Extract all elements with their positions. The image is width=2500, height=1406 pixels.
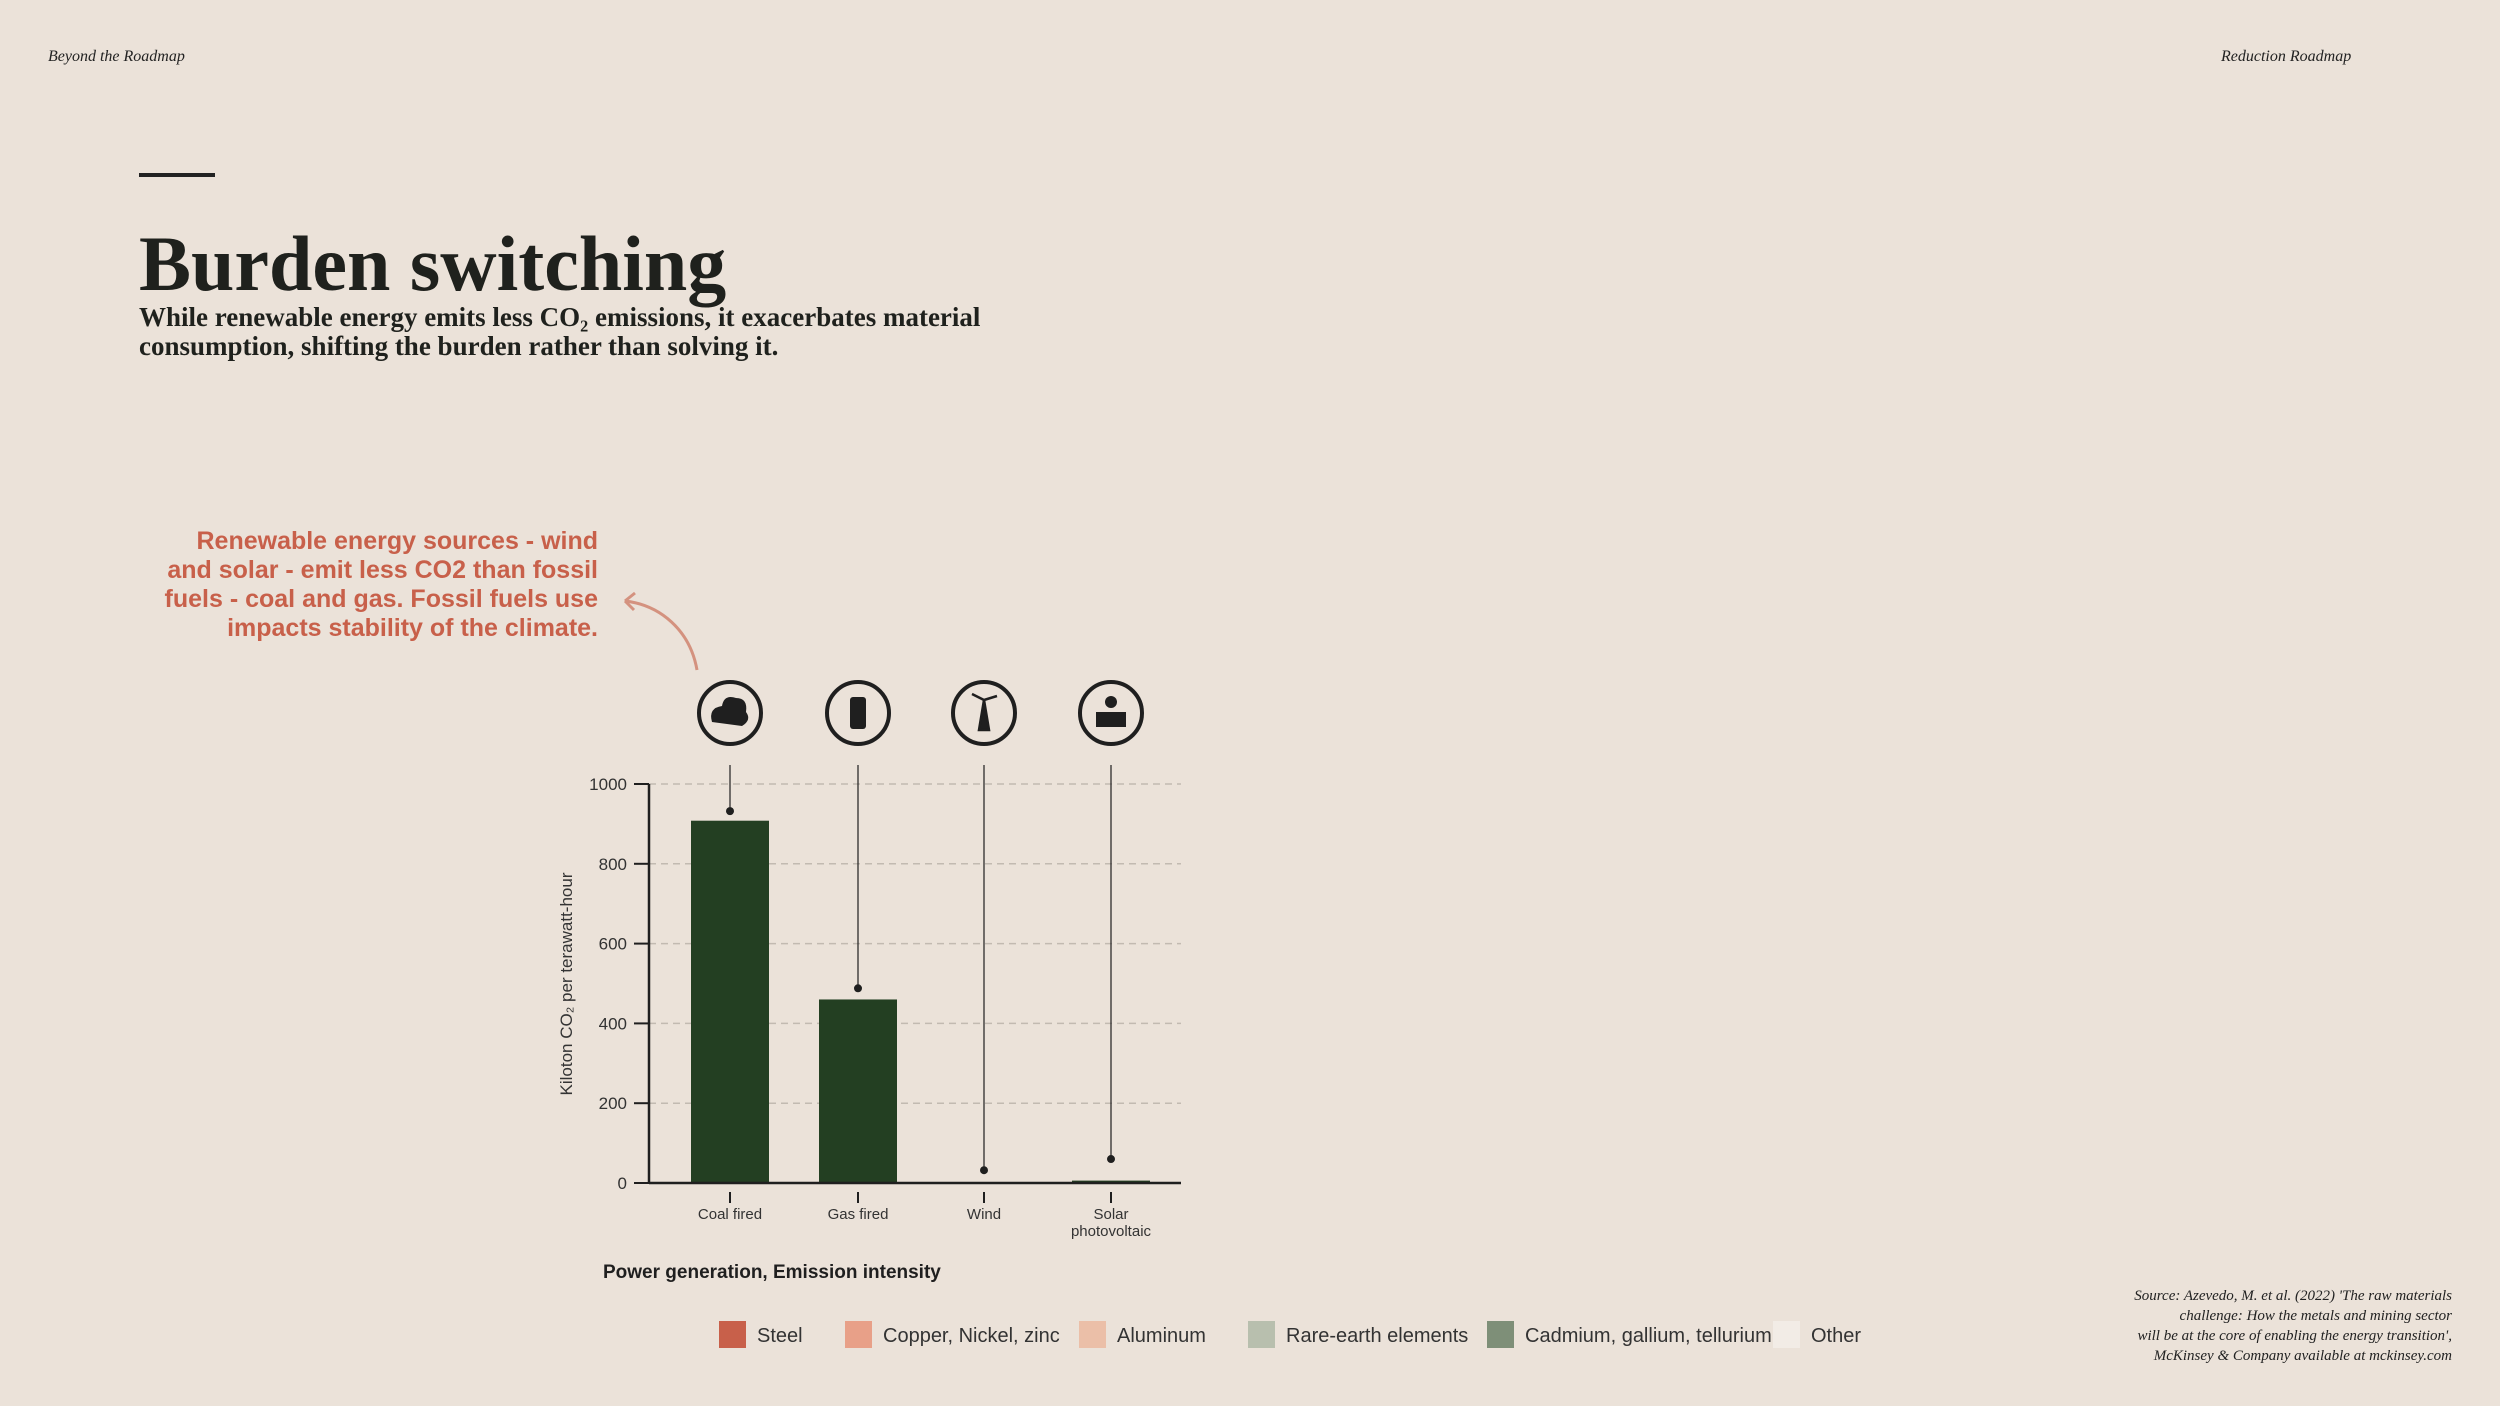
- legend-swatch: [1487, 1321, 1514, 1348]
- icon-solar: [1078, 680, 1144, 746]
- icon-wind: [951, 680, 1017, 746]
- subtitle: While renewable energy emits less CO₂ em…: [139, 302, 981, 332]
- y-tick-label: 400: [599, 1014, 627, 1033]
- dot: [980, 1166, 988, 1175]
- annotation-arrow: [623, 591, 699, 671]
- dot: [1107, 1155, 1115, 1164]
- y-tick-label: 800: [599, 855, 627, 874]
- chart-title: Power generation, Emission intensity: [603, 1262, 941, 1283]
- y-axis-label: Kiloton CO₂ per terawatt-hour: [557, 872, 576, 1095]
- legend-label: Steel: [757, 1325, 803, 1347]
- dot: [854, 984, 862, 993]
- legend-swatch: [845, 1321, 872, 1348]
- coal-glyph: [711, 697, 749, 726]
- x-tick-label: Coal fired: [697, 1206, 763, 1223]
- source: Source: Azevedo, M. et al. (2022) 'The r…: [2134, 1288, 2452, 1304]
- x-tick-label: Gas fired: [827, 1206, 889, 1223]
- wind-glyph: [971, 692, 998, 732]
- subtitle: consumption, shifting the burden rather …: [139, 331, 778, 361]
- legend-label: Copper, Nickel, zinc: [883, 1325, 1060, 1347]
- annotation: and solar - emit less CO2 than fossil: [167, 556, 598, 584]
- x-tick-label: Wind: [966, 1206, 1002, 1223]
- y-tick-label: 0: [618, 1174, 627, 1193]
- source: will be at the core of enabling the ener…: [2137, 1328, 2452, 1344]
- bar: [819, 999, 897, 1183]
- icon-coal: [697, 680, 763, 746]
- legend-label: Other: [1811, 1325, 1861, 1347]
- legend-label: Rare-earth elements: [1286, 1325, 1468, 1347]
- legend-swatch: [1079, 1321, 1106, 1348]
- legend-swatch: [1773, 1321, 1800, 1348]
- legend-swatch: [1248, 1321, 1275, 1348]
- legend-label: Cadmium, gallium, tellurium: [1525, 1325, 1772, 1347]
- bar: [691, 820, 769, 1183]
- annotation: impacts stability of the climate.: [227, 614, 598, 642]
- header-right: Reduction Roadmap: [2220, 48, 2351, 65]
- legend-swatch: [719, 1321, 746, 1348]
- source: McKinsey & Company available at mckinsey…: [2153, 1348, 2452, 1364]
- title: Burden switching: [139, 220, 726, 307]
- source: challenge: How the metals and mining sec…: [2180, 1308, 2453, 1324]
- sun-glyph: [1105, 696, 1117, 708]
- panel-glyph: [1096, 712, 1126, 727]
- annotation: fuels - coal and gas. Fossil fuels use: [165, 585, 599, 613]
- y-tick-label: 200: [599, 1094, 627, 1113]
- dot: [726, 807, 734, 816]
- y-tick-label: 1000: [589, 775, 627, 794]
- x-tick-label: Solar photovoltaic: [1070, 1206, 1152, 1240]
- annotation: Renewable energy sources - wind: [196, 527, 598, 555]
- icon-gas: [825, 680, 891, 746]
- y-tick-label: 600: [599, 935, 627, 954]
- header-left: Beyond the Roadmap: [48, 48, 185, 65]
- gas-glyph: [850, 697, 866, 729]
- legend-label: Aluminum: [1117, 1325, 1206, 1347]
